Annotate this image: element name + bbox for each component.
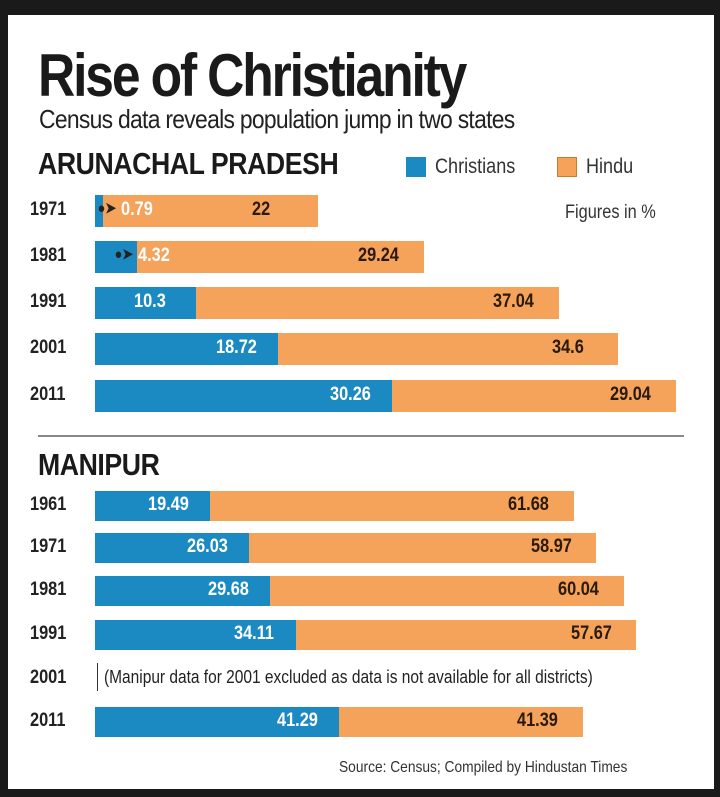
section-title-arunachal: ARUNACHAL PRADESH [38,146,339,181]
bar-hindu [270,576,625,606]
year-label: 2001 [30,667,67,688]
label-hindu: 58.97 [530,536,572,557]
chart-subtitle: Census data reveals population jump in t… [39,104,515,134]
bar-christians [95,491,210,521]
year-label: 2011 [30,710,66,731]
bar-christians [95,533,249,563]
bar-hindu [248,533,597,563]
year-label: 1961 [30,494,67,515]
chart-title: Rise of Christianity [38,42,467,109]
source-credit: Source: Census; Compiled by Hindustan Ti… [339,759,628,776]
bar-christians [95,380,392,412]
pointer-arrow-icon: ●➤ [114,246,134,263]
section-divider [38,435,684,437]
bar-christians [95,576,271,606]
label-hindu: 29.04 [610,384,652,405]
bar-hindu [278,333,618,365]
year-label: 1981 [30,579,67,600]
bar-hindu [296,620,637,650]
label-hindu: 34.6 [551,337,584,358]
year-label: 2011 [30,384,66,405]
label-hindu: 29.24 [357,245,399,266]
label-christians: 29.68 [208,579,249,600]
bar-hindu [209,491,574,521]
bar-christians [95,241,138,273]
bar-christians [95,287,196,319]
year-label: 2001 [30,337,67,358]
label-christians: 26.03 [186,536,228,557]
bar-hindu [102,195,319,227]
bar-hindu [338,707,583,737]
label-christians: 0.79 [120,199,153,220]
legend-label-christians: Christians [435,155,516,178]
bar-hindu [391,380,677,412]
label-hindu: 37.04 [492,291,534,312]
year-label: 1971 [30,536,67,557]
section-title-manipur: MANIPUR [38,447,160,482]
units-note: Figures in % [565,202,656,223]
manipur-2001-note: (Manipur data for 2001 excluded as data … [104,667,593,687]
label-christians: 41.29 [276,710,318,731]
label-hindu: 57.67 [570,623,612,644]
label-christians: 30.26 [329,384,371,405]
bar-hindu [137,241,424,273]
label-hindu: 41.39 [516,710,558,731]
year-label: 1991 [30,291,67,312]
year-label: 1991 [30,623,67,644]
bar-christians [95,620,297,650]
label-hindu: 61.68 [507,494,549,515]
bar-hindu [195,287,559,319]
infographic-card: Rise of Christianity Census data reveals… [8,15,714,789]
bar-christians [95,333,279,365]
bar-christians [95,707,339,737]
label-christians: 34.11 [234,623,275,644]
label-hindu: 60.04 [558,579,600,600]
label-christians: 19.49 [147,494,189,515]
year-label: 1981 [30,245,67,266]
year-label: 1971 [30,199,67,220]
label-christians: 10.3 [133,291,166,312]
pointer-arrow-icon: ●➤ [97,200,116,217]
bar-christians [95,195,103,227]
legend-label-hindu: Hindu [586,155,634,178]
label-hindu: 22 [252,199,271,220]
legend-swatch-christians [406,157,426,177]
label-christians: 18.72 [216,337,258,358]
note-divider [97,663,98,691]
legend-swatch-hindu [557,157,577,177]
label-christians: 4.32 [138,245,170,266]
